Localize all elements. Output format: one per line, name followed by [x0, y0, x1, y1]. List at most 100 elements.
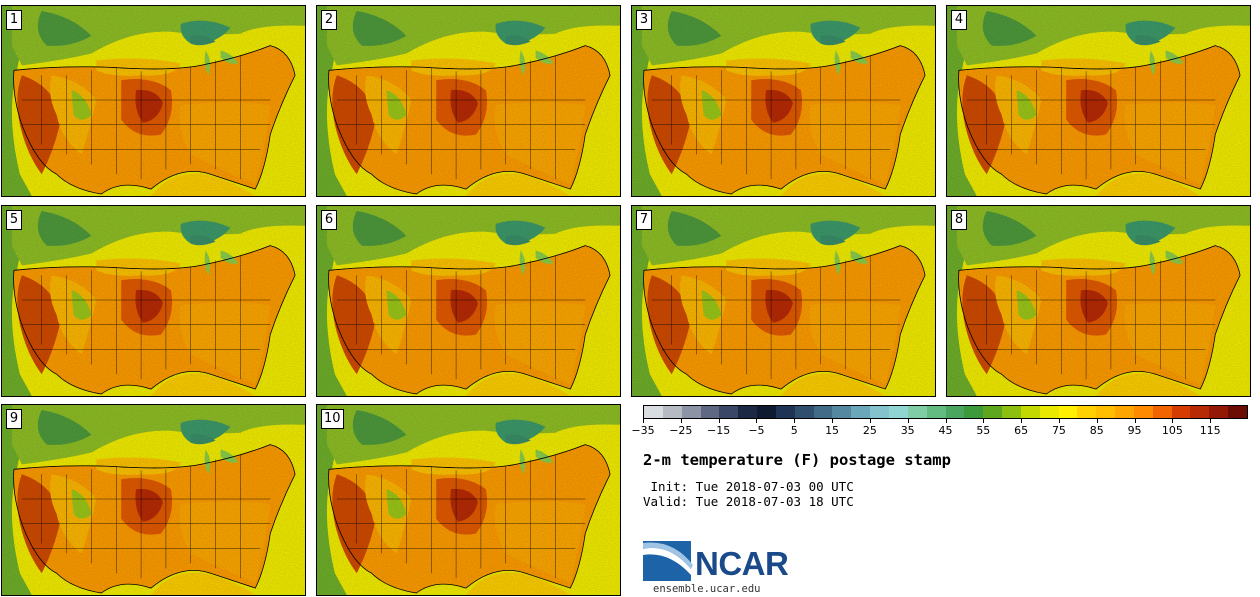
colorbar-tick-label: 55: [976, 424, 991, 437]
ensemble-member-panel: 3: [631, 5, 936, 197]
colorbar-cell: [1209, 406, 1229, 418]
colorbar-cell: [1020, 406, 1040, 418]
colorbar-cell: [775, 406, 795, 418]
ensemble-member-panel: 8: [946, 205, 1251, 397]
temperature-map: [2, 6, 305, 196]
member-number-label: 4: [951, 10, 967, 30]
member-number-label: 9: [6, 409, 22, 429]
ncar-logo: NCAR: [643, 541, 793, 583]
temperature-map: [2, 206, 305, 396]
colorbar-tick: [1210, 419, 1212, 423]
colorbar-tick: [832, 419, 834, 423]
colorbar-cell: [662, 406, 682, 418]
valid-time-label: Valid: Tue 2018-07-03 18 UTC: [643, 494, 854, 509]
colorbar-tick: [1172, 419, 1174, 423]
member-number-label: 2: [321, 10, 337, 30]
temperature-map: [632, 206, 935, 396]
colorbar-tick-label: 65: [1014, 424, 1029, 437]
ncar-wordmark: NCAR: [695, 545, 789, 582]
colorbar-tick-label: 105: [1161, 424, 1183, 437]
colorbar-cell: [1115, 406, 1134, 418]
colorbar-cell: [1152, 406, 1172, 418]
colorbar-cell: [832, 406, 852, 418]
colorbar-tick: [756, 419, 758, 423]
colorbar-cell: [757, 406, 776, 418]
colorbar-cell: [1096, 406, 1116, 418]
ensemble-member-panel: 5: [1, 205, 306, 397]
colorbar-tick-label: −35: [631, 424, 655, 437]
member-number-label: 5: [6, 210, 22, 230]
temperature-map: [317, 405, 620, 595]
temperature-colorbar: [643, 405, 1248, 419]
colorbar-tick: [983, 419, 985, 423]
chart-title: 2-m temperature (F) postage stamp: [643, 451, 951, 469]
colorbar-tick-label: 5: [790, 424, 798, 437]
ensemble-member-panel: 7: [631, 205, 936, 397]
temperature-map: [947, 206, 1250, 396]
colorbar-cell: [1190, 406, 1210, 418]
colorbar-tick: [945, 419, 947, 423]
colorbar-tick: [643, 419, 644, 423]
member-number-label: 8: [951, 210, 967, 230]
member-number-label: 1: [6, 10, 22, 30]
temperature-map: [317, 206, 620, 396]
colorbar-cell: [1002, 406, 1021, 418]
colorbar-tick-label: 45: [938, 424, 953, 437]
colorbar-cell: [983, 406, 1003, 418]
colorbar-tick-label: 35: [900, 424, 915, 437]
colorbar-cell: [644, 406, 663, 418]
colorbar-ticks: −35 −25 −15 −5 5 15 25 35 45 55 65 75 85 95 105 115: [631, 419, 1248, 439]
ensemble-member-panel: 1: [1, 5, 306, 197]
temperature-map: [632, 6, 935, 196]
colorbar-tick: [1134, 419, 1136, 423]
colorbar-tick-label: 85: [1089, 424, 1104, 437]
colorbar-cell: [1058, 406, 1078, 418]
colorbar-cell: [681, 406, 701, 418]
colorbar-cell: [1133, 406, 1153, 418]
temperature-map: [2, 405, 305, 595]
colorbar-cell: [738, 406, 758, 418]
temperature-map: [947, 6, 1250, 196]
colorbar-tick-label: 75: [1051, 424, 1066, 437]
colorbar-tick-label: −5: [748, 424, 765, 437]
ncar-swoosh-icon: [643, 541, 693, 581]
colorbar-tick: [869, 419, 871, 423]
colorbar-cell: [719, 406, 739, 418]
colorbar-tick-label: 95: [1127, 424, 1142, 437]
temperature-map: [317, 6, 620, 196]
colorbar-tick: [1058, 419, 1060, 423]
colorbar-tick: [680, 419, 682, 423]
colorbar-cell: [926, 406, 946, 418]
colorbar-cell: [945, 406, 965, 418]
colorbar-cell: [794, 406, 814, 418]
colorbar-cell: [870, 406, 889, 418]
colorbar-tick: [1021, 419, 1023, 423]
colorbar-tick-label: 115: [1199, 424, 1221, 437]
colorbar-cell: [1228, 406, 1247, 418]
colorbar-tick-label: 15: [825, 424, 840, 437]
colorbar-cell: [1039, 406, 1059, 418]
colorbar-cell: [1171, 406, 1191, 418]
member-number-label: 7: [636, 210, 652, 230]
member-number-label: 10: [321, 409, 344, 429]
colorbar-cell: [700, 406, 720, 418]
colorbar-tick: [718, 419, 720, 423]
colorbar-tick: [1096, 419, 1098, 423]
member-number-label: 3: [636, 10, 652, 30]
member-number-label: 6: [321, 210, 337, 230]
colorbar-tick: [794, 419, 796, 423]
colorbar-cell: [1077, 406, 1097, 418]
colorbar-tick: [907, 419, 909, 423]
ensemble-member-panel: 2: [316, 5, 621, 197]
colorbar-cell: [907, 406, 927, 418]
colorbar-tick-label: −15: [707, 424, 731, 437]
colorbar-cell: [888, 406, 908, 418]
colorbar-tick-label: 25: [862, 424, 877, 437]
ensemble-member-panel: 4: [946, 5, 1251, 197]
colorbar-tick-label: −25: [669, 424, 693, 437]
ensemble-member-panel: 9: [1, 404, 306, 596]
colorbar-cell: [813, 406, 833, 418]
ensemble-member-panel: 6: [316, 205, 621, 397]
site-url: ensemble.ucar.edu: [653, 583, 761, 595]
colorbar-cell: [964, 406, 984, 418]
